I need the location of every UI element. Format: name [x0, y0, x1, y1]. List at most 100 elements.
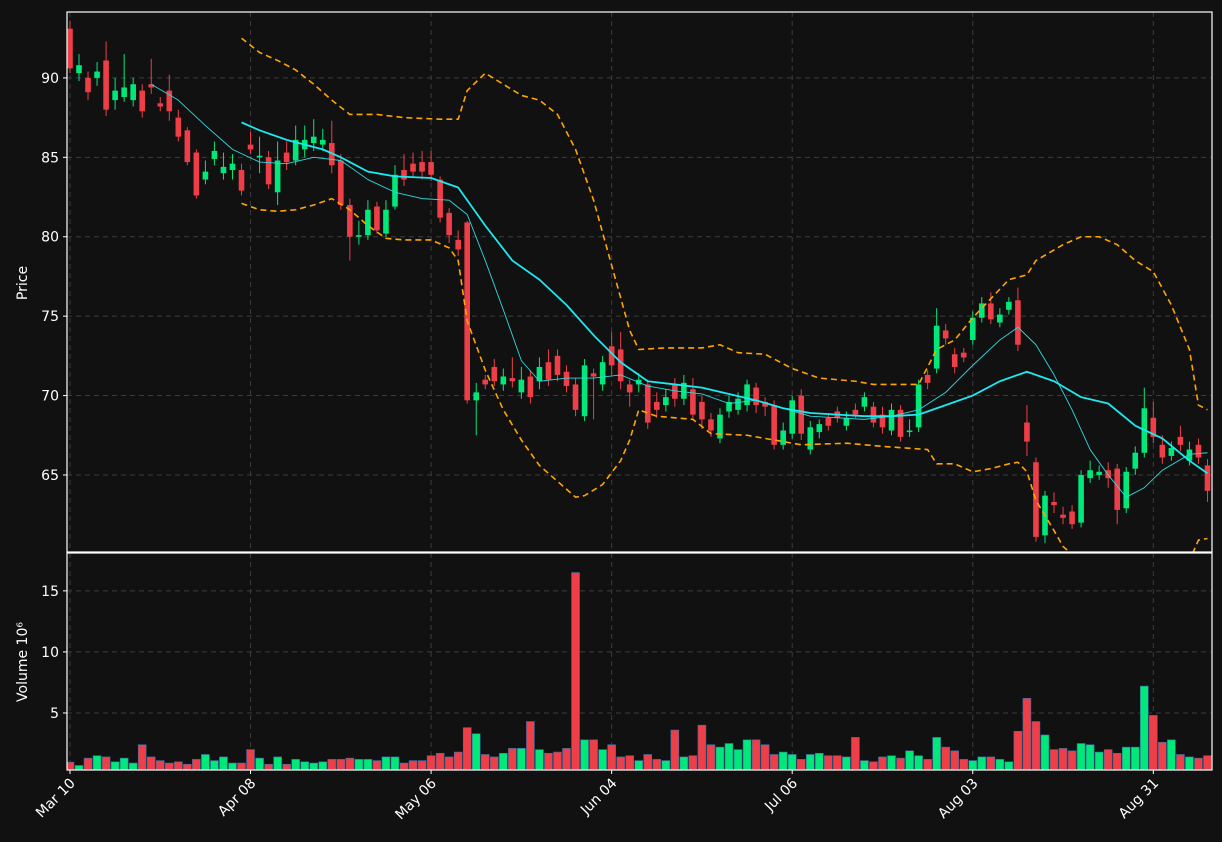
- volume-bar: [237, 762, 246, 770]
- candle-body: [1006, 301, 1012, 310]
- candle-body: [94, 71, 100, 78]
- volume-bar: [1158, 741, 1167, 770]
- volume-bar: [544, 752, 553, 770]
- volume-bar: [968, 760, 978, 770]
- candle-body: [1159, 444, 1166, 458]
- candle-body: [527, 376, 534, 398]
- candle-body: [518, 379, 525, 393]
- volume-bar: [1058, 748, 1068, 770]
- candle-body: [184, 130, 191, 163]
- candle-body: [735, 398, 741, 410]
- volume-bar: [959, 759, 969, 770]
- volume-bar: [724, 743, 734, 770]
- candle-body: [572, 384, 579, 410]
- volume-bar: [1040, 734, 1050, 770]
- volume-bar: [941, 746, 950, 770]
- candle-body: [536, 366, 543, 382]
- candle-body: [1078, 474, 1084, 523]
- candle-body: [1168, 447, 1175, 456]
- volume-bar: [183, 763, 192, 770]
- candle-body: [446, 212, 452, 236]
- volume-bar: [282, 763, 291, 770]
- candle-body: [708, 419, 714, 431]
- candle-body: [663, 397, 669, 406]
- y-tick-label: 90: [41, 71, 59, 87]
- candle-body: [626, 384, 633, 393]
- candle-body: [762, 401, 768, 407]
- volume-bar: [778, 751, 788, 770]
- volume-bar: [1149, 715, 1158, 770]
- volume-bar: [553, 751, 562, 770]
- candle-body: [238, 170, 245, 191]
- candle-body: [825, 417, 832, 426]
- candle-body: [157, 103, 164, 107]
- volume-bar: [192, 759, 201, 770]
- volume-axis-label: Volume 10⁶: [15, 622, 31, 702]
- y-tick-label: 85: [41, 150, 59, 166]
- volume-bar: [860, 760, 869, 770]
- volume-bar: [300, 761, 309, 770]
- volume-bar: [896, 757, 905, 770]
- volume-bar: [1013, 730, 1023, 770]
- candle-body: [1069, 511, 1075, 525]
- volume-bar: [471, 733, 481, 770]
- volume-bar: [255, 757, 264, 770]
- candle-body: [861, 397, 868, 407]
- axis-labels: Price Volume 10⁶: [15, 266, 31, 702]
- candle-body: [969, 317, 976, 340]
- volume-bar: [598, 749, 607, 770]
- volume-bar: [805, 754, 815, 770]
- volume-bar: [769, 754, 779, 770]
- volume-bar: [1185, 756, 1194, 770]
- candle-body: [798, 395, 805, 434]
- volume-bar: [110, 761, 120, 770]
- volume-bar: [128, 762, 138, 770]
- volume-bar: [796, 759, 806, 770]
- candle-body: [888, 409, 895, 431]
- volume-bar: [932, 737, 941, 770]
- volume-bar: [517, 748, 526, 770]
- candle-body: [473, 392, 480, 401]
- candle-body: [1132, 452, 1139, 469]
- candle-body: [608, 346, 615, 366]
- candle-body: [581, 365, 588, 417]
- volume-bar: [580, 739, 589, 770]
- volume-bar: [444, 756, 454, 770]
- volume-bar: [1031, 721, 1041, 770]
- candle-body: [319, 139, 326, 145]
- y-tick-label: 10: [41, 645, 59, 661]
- volume-bar: [977, 756, 987, 770]
- candle-body: [274, 160, 281, 193]
- candle-body: [870, 406, 877, 423]
- volume-bar: [490, 756, 499, 770]
- volume-bar: [670, 729, 680, 770]
- candle-body: [924, 374, 931, 383]
- candle-body: [545, 362, 552, 380]
- volume-bar: [508, 748, 517, 770]
- candle-body: [283, 152, 290, 163]
- volume-bar: [1085, 744, 1095, 770]
- candle-body: [509, 378, 516, 382]
- volume-bar: [625, 755, 634, 770]
- candle-body: [1114, 468, 1121, 510]
- candle-body: [491, 366, 498, 382]
- volume-bar: [1067, 750, 1077, 770]
- y-tick-label: 15: [41, 584, 59, 600]
- volume-bar: [119, 757, 129, 770]
- volume-bar: [1121, 746, 1131, 770]
- candle-body: [644, 384, 651, 423]
- volume-bar: [526, 721, 535, 770]
- price-marks: [67, 20, 1211, 552]
- volume-bar: [562, 748, 571, 770]
- candle-body: [310, 136, 317, 144]
- candle-body: [690, 389, 696, 415]
- y-tick-label: 80: [41, 230, 59, 246]
- volume-bar: [995, 759, 1005, 770]
- band-line: [241, 37, 1208, 411]
- candle-body: [599, 362, 606, 385]
- candle-body: [672, 384, 678, 399]
- candle-body: [1123, 471, 1130, 509]
- candle-body: [482, 379, 489, 385]
- candle-body: [67, 28, 73, 69]
- volume-bar: [643, 754, 653, 770]
